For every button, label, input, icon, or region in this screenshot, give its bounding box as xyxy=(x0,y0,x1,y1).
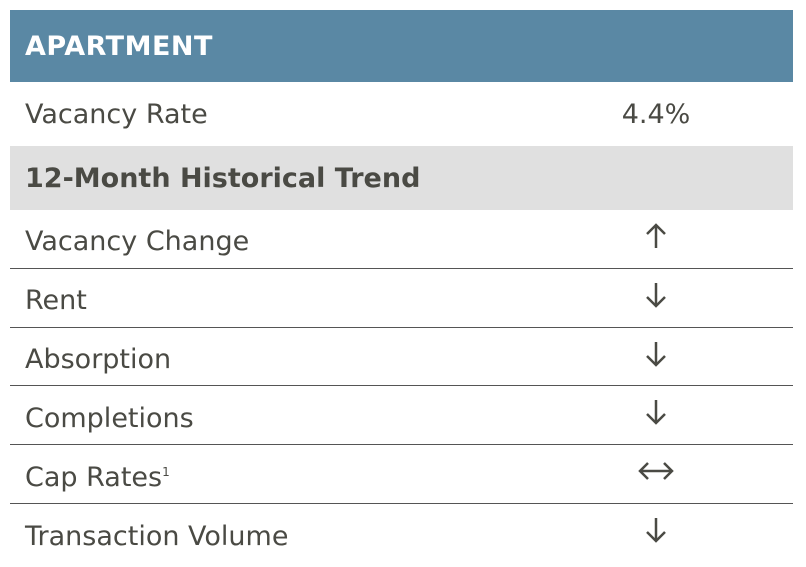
trend-label: Transaction Volume xyxy=(25,520,289,552)
trend-section-title: 12-Month Historical Trend xyxy=(10,146,793,210)
trend-label: Completions xyxy=(25,402,194,434)
trend-label: Cap Rates xyxy=(25,461,163,493)
trend-row: Transaction Volume xyxy=(10,504,793,563)
trend-row: Cap Rates1 xyxy=(10,445,793,504)
vacancy-rate-value: 4.4% xyxy=(621,98,691,130)
panel-title: APARTMENT xyxy=(10,10,793,82)
trend-row: Rent xyxy=(10,269,793,328)
vacancy-rate-label: Vacancy Rate xyxy=(25,98,208,130)
trend-label: Vacancy Change xyxy=(25,226,250,258)
trend-row: Absorption xyxy=(10,328,793,387)
arrow-down-icon xyxy=(630,512,682,548)
arrow-down-icon xyxy=(630,394,682,430)
trend-label: Rent xyxy=(25,285,87,317)
trend-row: Completions xyxy=(10,386,793,446)
trend-row: Vacancy Change xyxy=(10,210,793,269)
arrow-down-icon xyxy=(630,277,682,313)
trend-label: Absorption xyxy=(25,343,172,375)
arrow-left-right-icon xyxy=(630,453,682,489)
arrow-down-icon xyxy=(630,336,682,372)
apartment-panel: APARTMENT Vacancy Rate 4.4% 12-Month His… xyxy=(10,10,793,563)
vacancy-rate-row: Vacancy Rate 4.4% xyxy=(10,82,793,146)
footnote-marker: 1 xyxy=(162,464,170,479)
arrow-up-icon xyxy=(630,218,682,254)
trend-list: Vacancy Change Rent Absorption Completio… xyxy=(10,210,793,563)
